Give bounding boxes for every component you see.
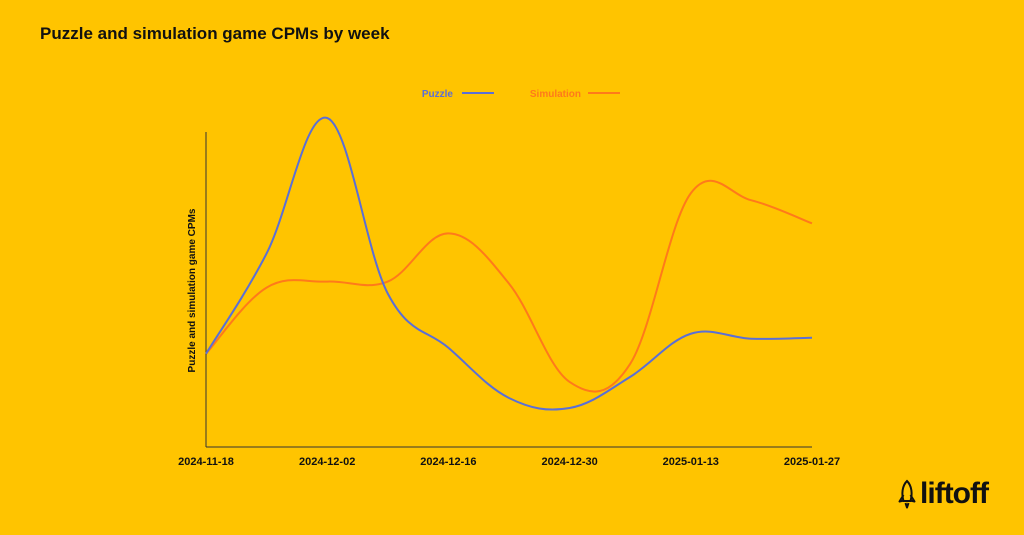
x-tick-label: 2024-12-16	[420, 456, 476, 468]
x-tick-label: 2024-11-18	[178, 456, 234, 468]
series-line-puzzle	[205, 116, 813, 411]
chart-title: Puzzle and simulation game CPMs by week	[40, 24, 390, 43]
logo-text: liftoff	[920, 477, 989, 510]
legend-label-simulation: Simulation	[530, 89, 581, 100]
x-tick-labels: 2024-11-18 2024-12-02 2024-12-16 2024-12-30…	[178, 456, 840, 468]
series-lines	[205, 116, 813, 411]
x-tick-label: 2024-12-02	[299, 456, 355, 468]
x-tick-label: 2025-01-13	[663, 456, 719, 468]
series-line-simulation	[205, 179, 813, 393]
legend: Puzzle Simulation	[422, 89, 620, 100]
liftoff-logo: liftoff	[897, 477, 989, 511]
x-tick-label: 2025-01-27	[784, 456, 840, 468]
rocket-icon	[898, 479, 916, 509]
x-tick-label: 2024-12-30	[541, 456, 597, 468]
legend-label-puzzle: Puzzle	[422, 89, 454, 100]
y-axis-label: Puzzle and simulation game CPMs	[187, 208, 198, 372]
